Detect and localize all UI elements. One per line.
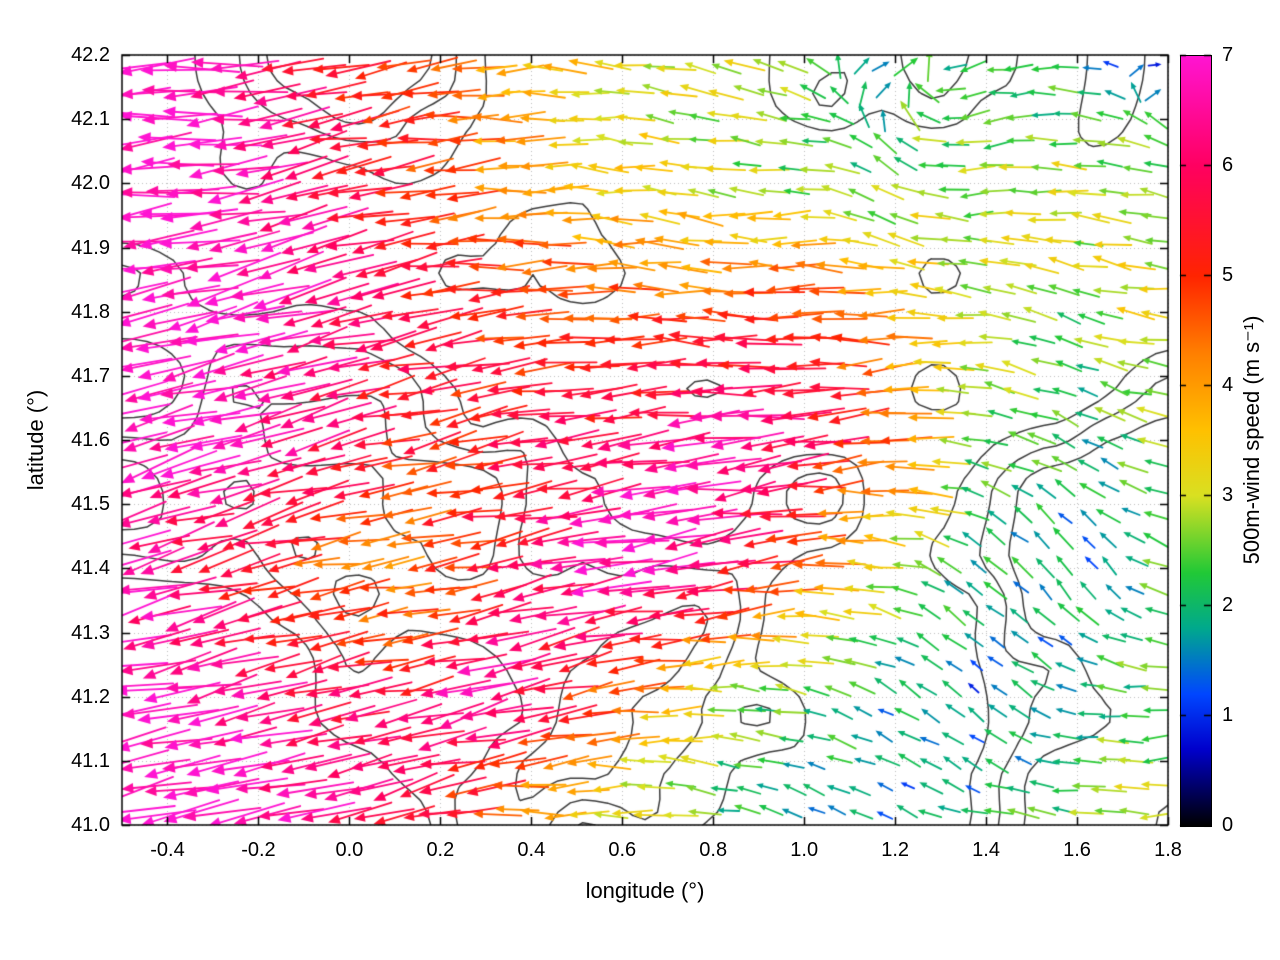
x-tick-label: 1.2: [881, 839, 910, 861]
y-tick-label: 41.0: [71, 814, 110, 836]
y-tick-label: 42.0: [71, 172, 110, 195]
x-tick-label: 0.0: [335, 839, 364, 861]
x-tick-label: 1.4: [972, 839, 1000, 861]
y-tick-label: 41.8: [71, 300, 110, 323]
y-tick-label: 41.6: [71, 429, 110, 451]
x-tick-label: 0.8: [699, 839, 728, 861]
colorbar-tick-label: 6: [1222, 154, 1234, 176]
x-tick-label: 0.2: [426, 839, 455, 861]
colorbar-tick-label: 7: [1222, 44, 1234, 66]
colorbar-tick-label: 1: [1222, 704, 1234, 726]
colorbar-tick-label: 5: [1222, 264, 1234, 286]
y-tick-label: 41.1: [71, 749, 110, 772]
colorbar-tick-label: 3: [1222, 484, 1234, 506]
y-tick-label: 42.2: [71, 44, 110, 66]
colorbar-tick-label: 2: [1222, 594, 1234, 616]
x-axis-title: longitude (°): [585, 878, 705, 903]
y-tick-label: 41.4: [71, 557, 110, 580]
y-tick-label: 41.5: [71, 493, 110, 516]
y-axis-title: latitude (°): [23, 389, 48, 491]
y-tick-label: 41.9: [71, 236, 110, 259]
x-tick-label: 1.0: [790, 839, 819, 861]
x-tick-label: 1.8: [1154, 839, 1182, 861]
x-tick-label: -0.2: [241, 839, 276, 861]
colorbar-tick-label: 4: [1222, 374, 1234, 396]
y-tick-label: 42.1: [71, 108, 110, 131]
x-tick-label: -0.4: [150, 839, 185, 861]
y-tick-label: 41.2: [71, 685, 110, 708]
colorbar-tick-label: 0: [1222, 814, 1234, 836]
y-tick-label: 41.3: [71, 621, 110, 644]
x-tick-label: 0.4: [517, 839, 546, 861]
x-tick-label: 1.6: [1063, 839, 1091, 861]
y-tick-label: 41.7: [71, 364, 110, 387]
colorbar-title: 500m-wind speed (m s⁻¹): [1239, 315, 1264, 565]
x-tick-label: 0.6: [608, 839, 637, 861]
